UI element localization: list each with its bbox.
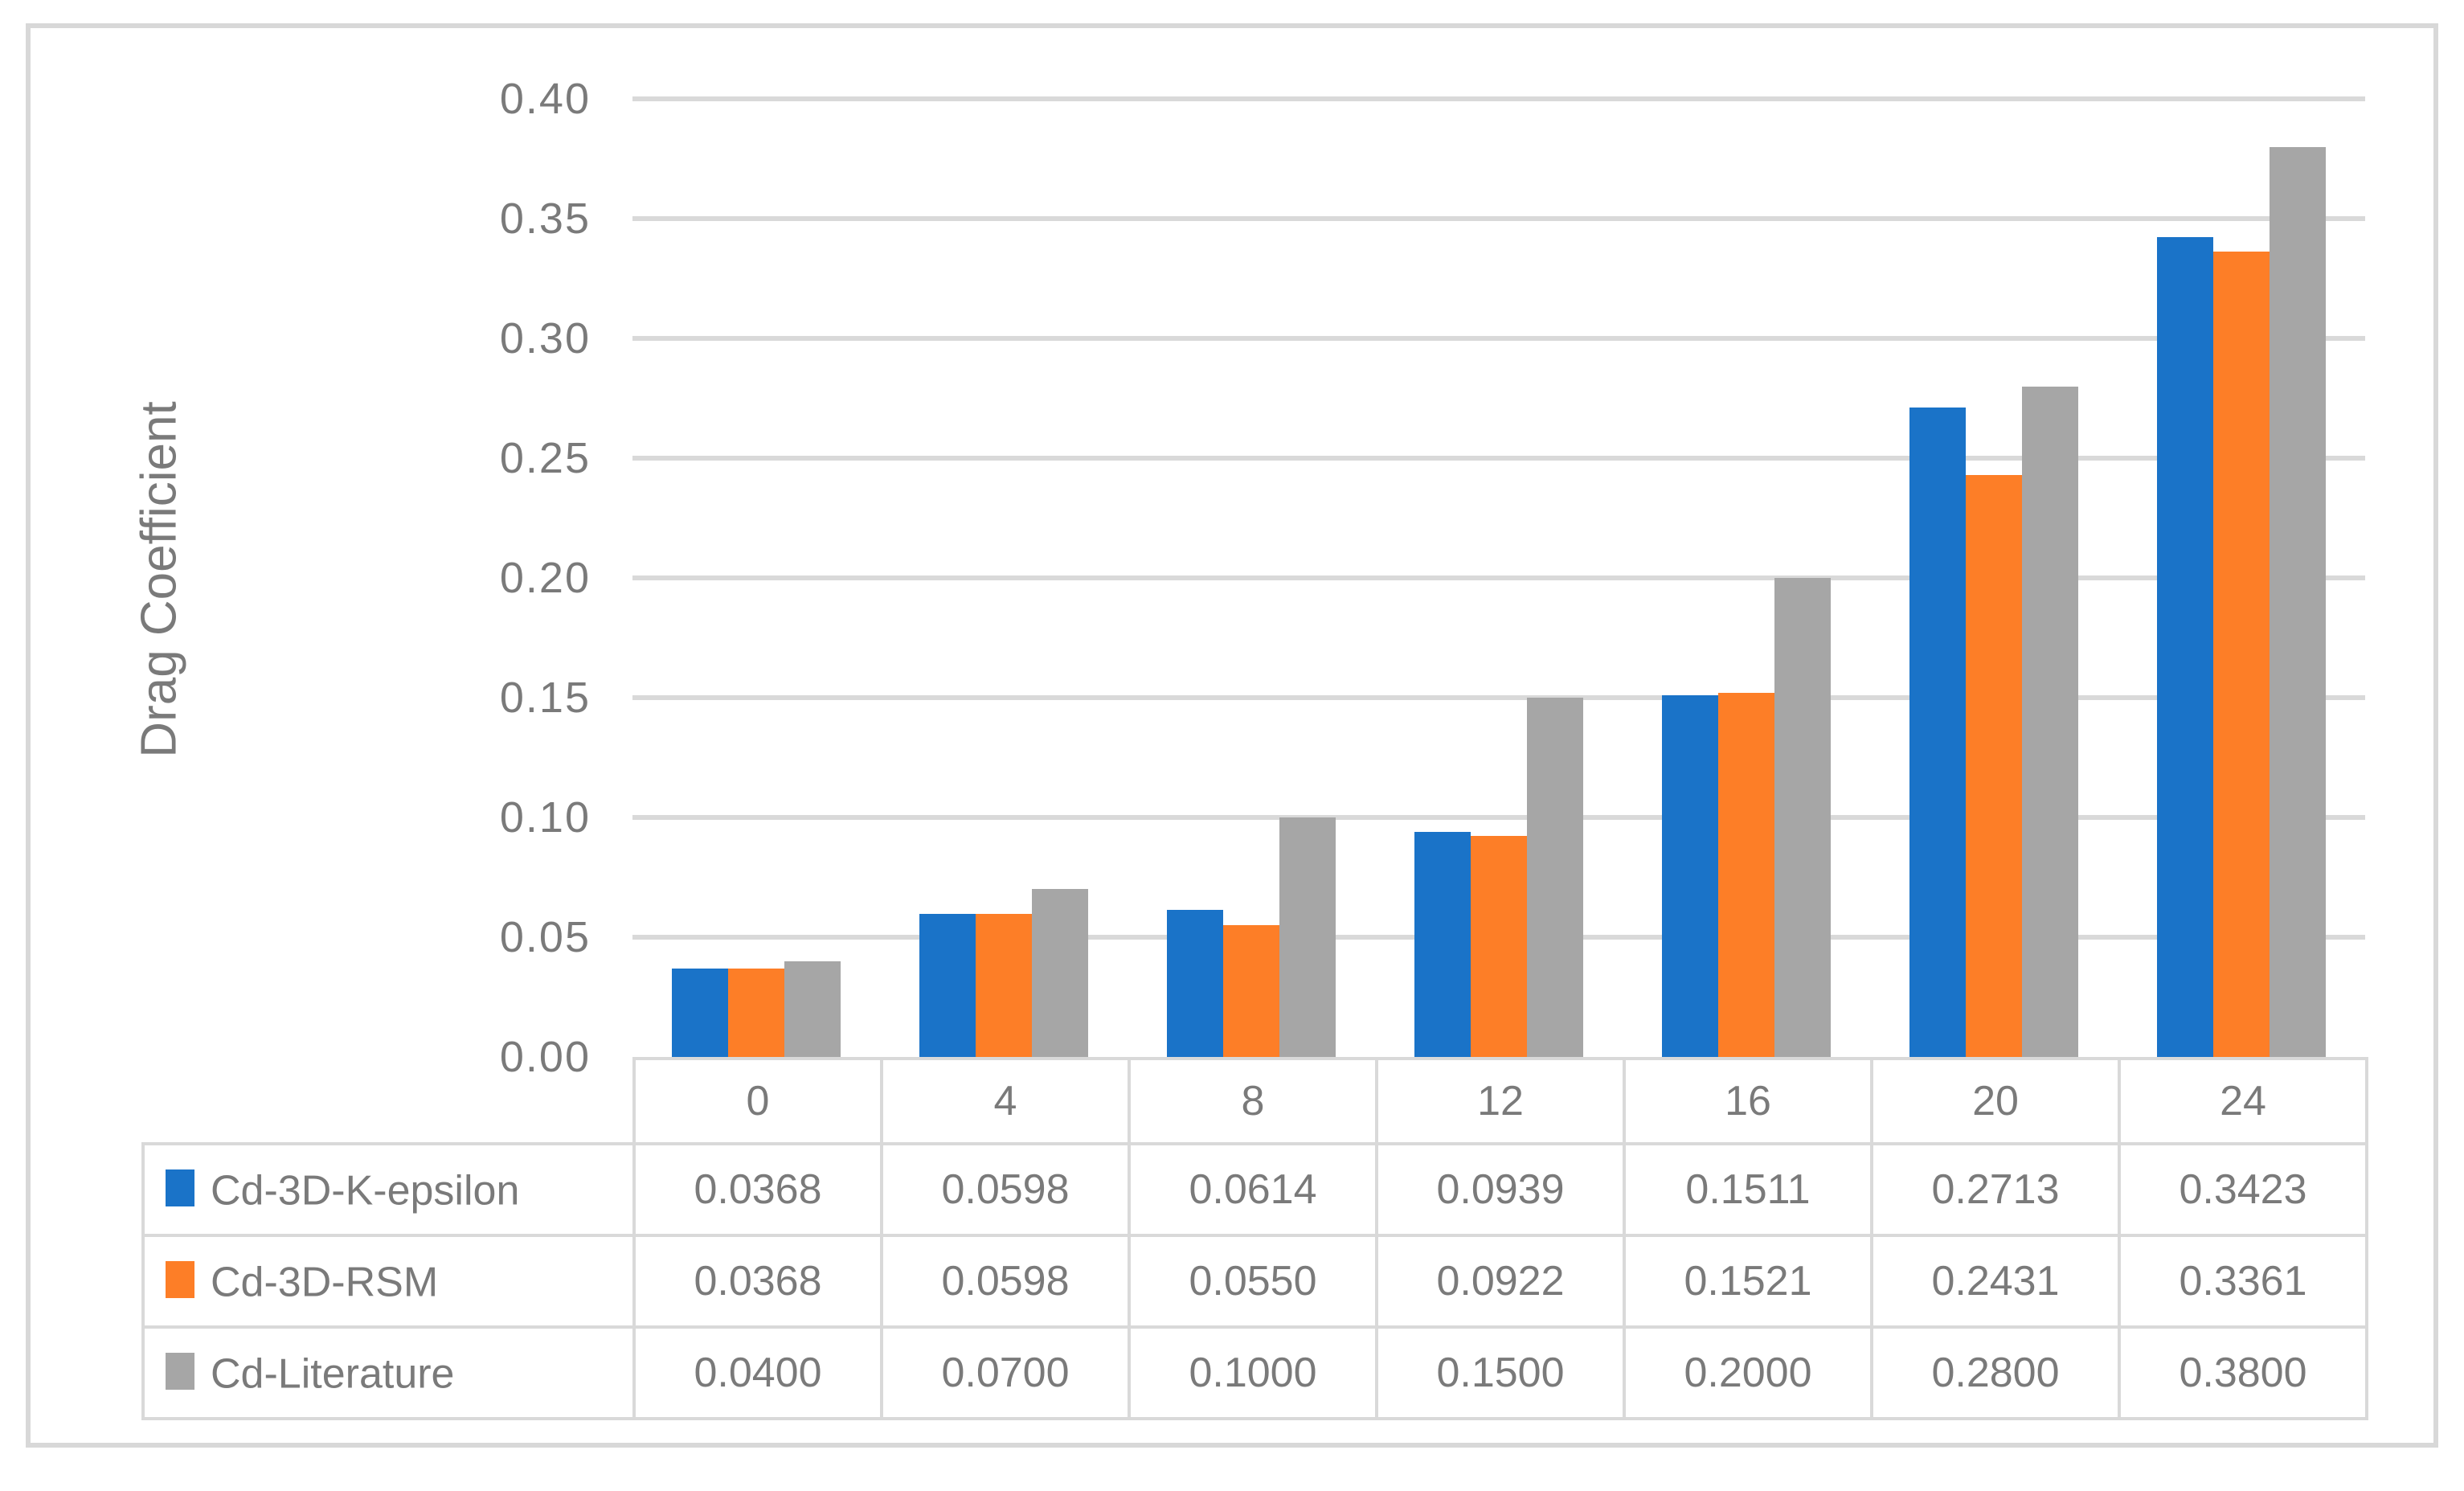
- category-header-cell: 16: [1623, 1057, 1873, 1145]
- y-tick-label: 0.20: [499, 554, 591, 602]
- y-tick-label: 0.00: [499, 1033, 591, 1081]
- bar-Cd-Literature-x20: [2022, 387, 2078, 1057]
- table-value-cell: 0.3361: [2118, 1234, 2368, 1329]
- table-value-cell: 0.2000: [1623, 1325, 1873, 1420]
- y-tick-label: 0.25: [499, 434, 591, 482]
- data-table: 0 4 8 12 16 20 24 Cd-3D-K-epsilon 0.0368 0.0598 0.…: [141, 1057, 2368, 1420]
- bar-Cd-3D-RSM-x16: [1718, 693, 1774, 1057]
- bar-Cd-Literature-x0: [784, 961, 841, 1057]
- bar-Cd-3D-RSM-x12: [1471, 836, 1527, 1057]
- table-value-cell: 0.3800: [2118, 1325, 2368, 1420]
- series-label: Cd-3D-RSM: [211, 1259, 439, 1306]
- table-value-cell: 0.0368: [632, 1234, 883, 1329]
- bar-Cd-3D-RSM-x0: [728, 969, 784, 1057]
- table-value-cell: 0.0922: [1375, 1234, 1626, 1329]
- bar-Cd-3D-K-epsilon-x20: [1909, 408, 1966, 1057]
- y-tick-label: 0.10: [499, 793, 591, 842]
- table-value-cell: 0.0400: [632, 1325, 883, 1420]
- table-value-cell: 0.3423: [2118, 1142, 2368, 1237]
- table-value-cell: 0.2713: [1870, 1142, 2121, 1237]
- bar-Cd-Literature-x4: [1032, 889, 1088, 1057]
- table-value-cell: 0.2431: [1870, 1234, 2121, 1329]
- category-header-cell: 0: [632, 1057, 883, 1145]
- bar-Cd-Literature-x8: [1279, 817, 1336, 1057]
- table-row: Cd-Literature 0.0400 0.0700 0.1000 0.1500 0.2…: [141, 1325, 2368, 1420]
- legend-key-icon: [166, 1260, 194, 1298]
- table-value-cell: 0.2800: [1870, 1325, 2121, 1420]
- grid-line: [632, 815, 2365, 820]
- grid-line: [632, 695, 2365, 700]
- grid-line: [632, 336, 2365, 341]
- series-label-cell: Cd-3D-RSM: [141, 1234, 636, 1329]
- grid-line: [632, 96, 2365, 101]
- series-label-cell: Cd-3D-K-epsilon: [141, 1142, 636, 1237]
- series-label: Cd-Literature: [211, 1350, 455, 1398]
- bar-Cd-Literature-x16: [1774, 578, 1831, 1057]
- table-corner-empty: [143, 1059, 634, 1144]
- bar-Cd-3D-K-epsilon-x16: [1662, 695, 1718, 1057]
- bar-Cd-3D-K-epsilon-x8: [1167, 910, 1223, 1057]
- y-tick-label: 0.30: [499, 314, 591, 363]
- table-header-row: 0 4 8 12 16 20 24: [143, 1057, 2368, 1145]
- category-header-cell: 8: [1128, 1057, 1378, 1145]
- grid-line: [632, 456, 2365, 461]
- y-axis-title: Drag Coefficient: [131, 401, 187, 758]
- bar-Cd-3D-K-epsilon-x0: [672, 969, 728, 1057]
- bar-Cd-Literature-x12: [1527, 698, 1583, 1057]
- y-tick-label: 0.40: [499, 75, 591, 123]
- y-tick-label: 0.35: [499, 195, 591, 243]
- bar-Cd-3D-RSM-x24: [2213, 252, 2270, 1057]
- table-row: Cd-3D-RSM 0.0368 0.0598 0.0550 0.0922 0.1521 0…: [141, 1234, 2368, 1329]
- y-tick-label: 0.05: [499, 913, 591, 961]
- grid-line: [632, 216, 2365, 221]
- legend-key-icon: [166, 1352, 194, 1390]
- table-value-cell: 0.0939: [1375, 1142, 1626, 1237]
- series-label-cell: Cd-Literature: [141, 1325, 636, 1420]
- table-value-cell: 0.0368: [632, 1142, 883, 1237]
- bar-Cd-3D-RSM-x8: [1223, 925, 1279, 1057]
- table-value-cell: 0.0700: [880, 1325, 1131, 1420]
- table-value-cell: 0.0598: [880, 1234, 1131, 1329]
- table-value-cell: 0.1521: [1623, 1234, 1873, 1329]
- bar-Cd-3D-K-epsilon-x24: [2157, 237, 2213, 1057]
- table-value-cell: 0.0614: [1128, 1142, 1378, 1237]
- table-value-cell: 0.0598: [880, 1142, 1131, 1237]
- legend-key-icon: [166, 1169, 194, 1206]
- bar-Cd-3D-RSM-x4: [976, 914, 1032, 1057]
- category-header-cell: 24: [2118, 1057, 2368, 1145]
- table-value-cell: 0.0550: [1128, 1234, 1378, 1329]
- table-value-cell: 0.1000: [1128, 1325, 1378, 1420]
- bar-Cd-3D-RSM-x20: [1966, 475, 2022, 1057]
- category-header-cell: 20: [1870, 1057, 2121, 1145]
- table-value-cell: 0.1500: [1375, 1325, 1626, 1420]
- grid-line: [632, 576, 2365, 580]
- category-header-cell: 12: [1375, 1057, 1626, 1145]
- series-label: Cd-3D-K-epsilon: [211, 1167, 520, 1215]
- table-row: Cd-3D-K-epsilon 0.0368 0.0598 0.0614 0.0939 0…: [141, 1142, 2368, 1237]
- bar-Cd-Literature-x24: [2270, 147, 2326, 1057]
- bar-Cd-3D-K-epsilon-x4: [919, 914, 976, 1057]
- bar-Cd-3D-K-epsilon-x12: [1414, 832, 1471, 1057]
- category-header-cell: 4: [880, 1057, 1131, 1145]
- y-tick-label: 0.15: [499, 674, 591, 722]
- table-value-cell: 0.1511: [1623, 1142, 1873, 1237]
